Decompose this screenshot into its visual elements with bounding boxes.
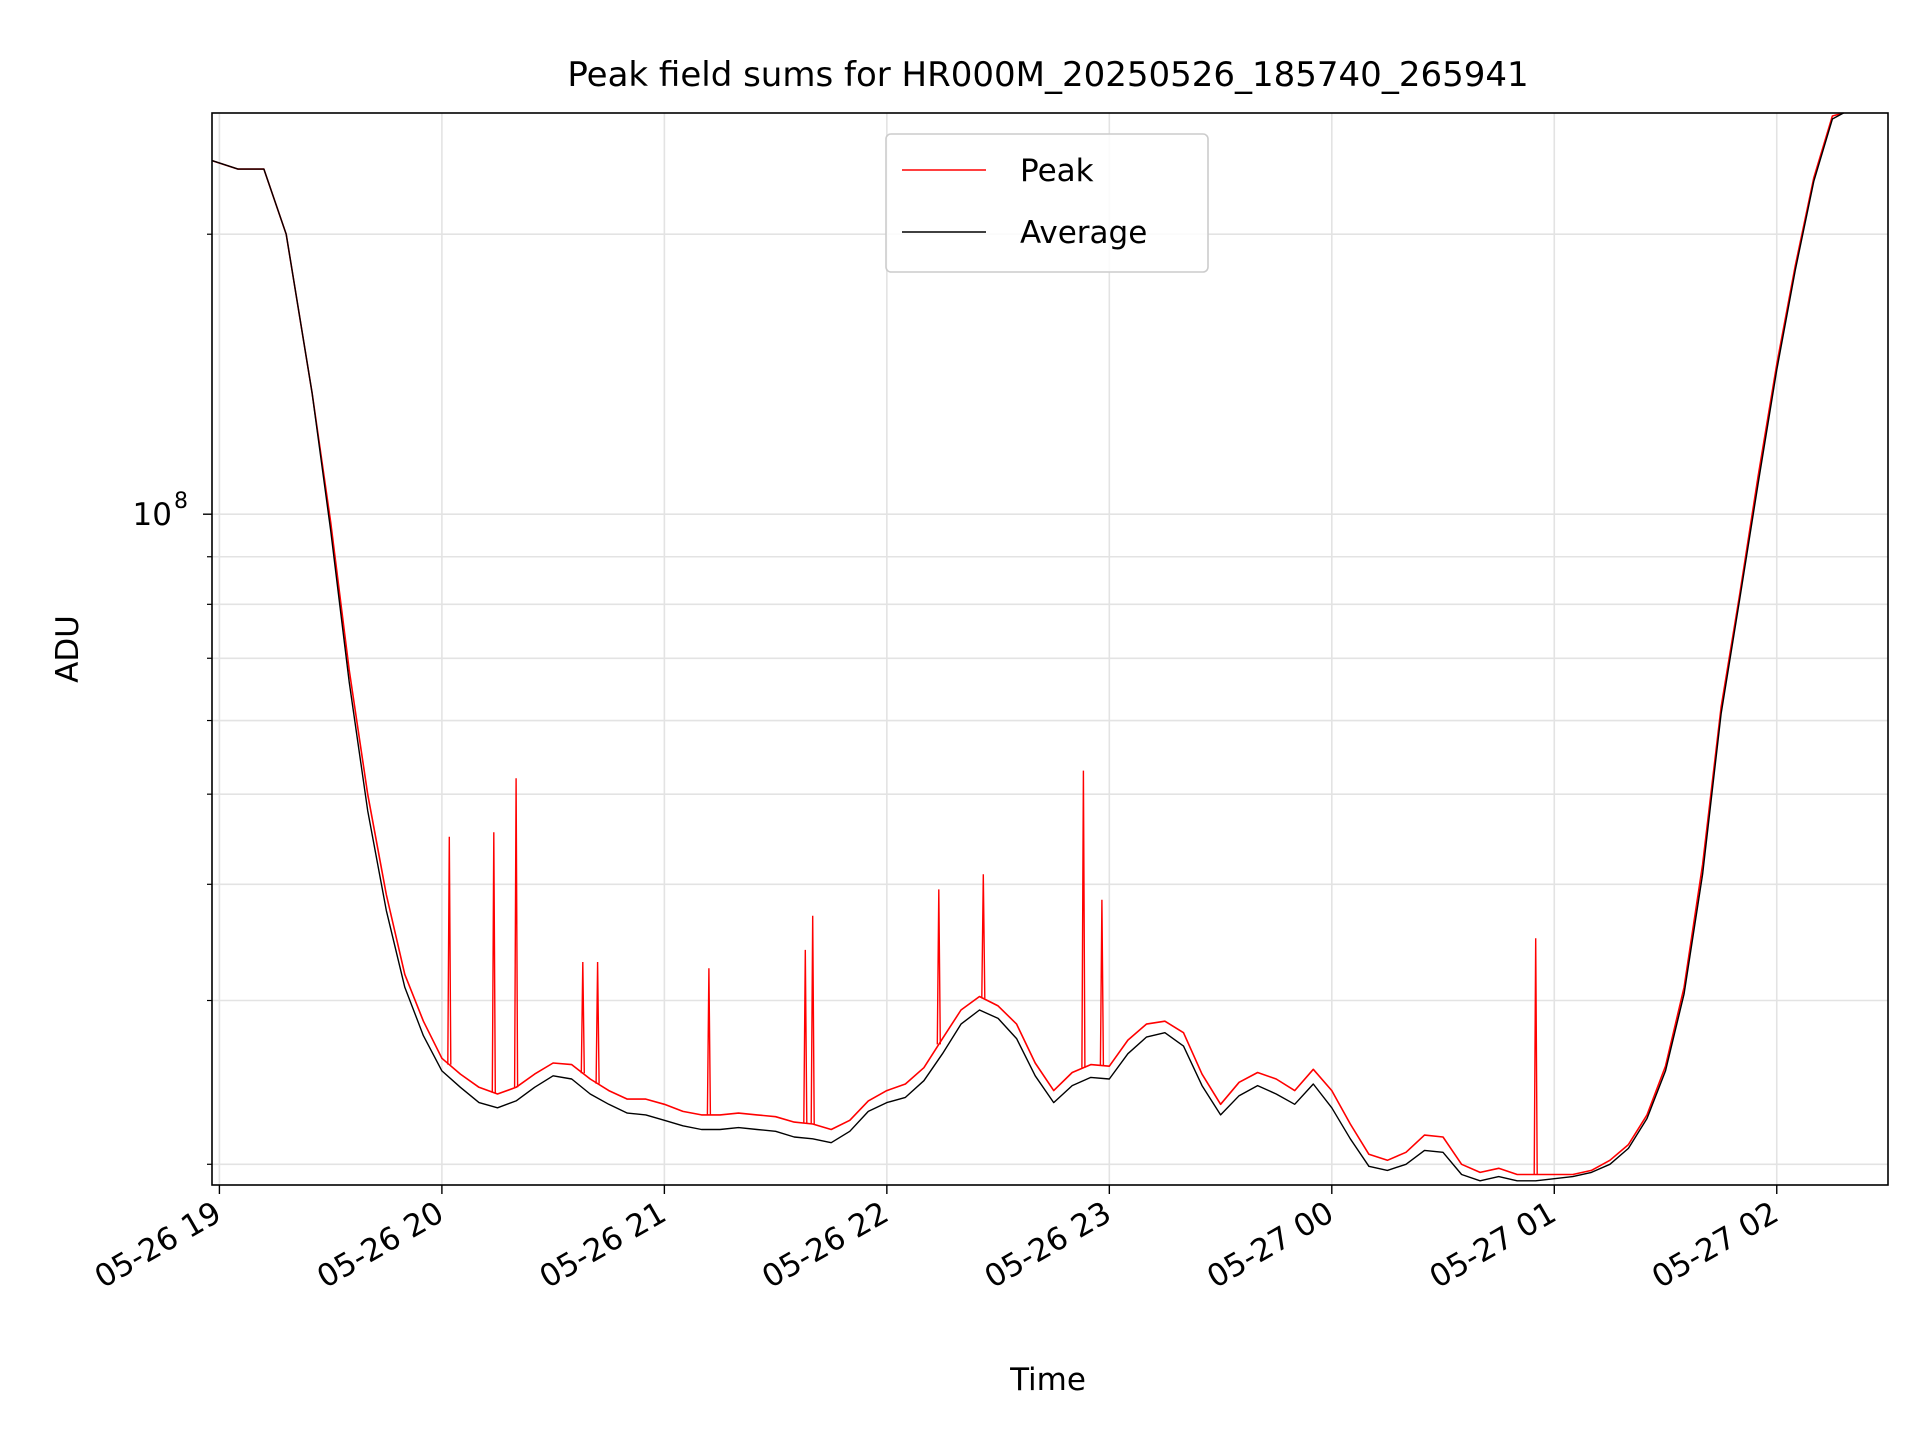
y-tick-label-exponent: 8 — [174, 489, 188, 514]
peak-spike — [936, 889, 941, 1045]
peak-spike — [803, 949, 808, 1124]
legend-label-peak: Peak — [1020, 153, 1094, 189]
peak-spike — [513, 778, 519, 1088]
x-axis-label: Time — [1009, 1362, 1086, 1398]
y-tick-label: 10 — [133, 497, 172, 533]
peak-spike — [810, 915, 815, 1125]
legend-box — [885, 133, 1209, 273]
plot-frame — [211, 112, 1889, 1186]
peak-spike — [491, 832, 496, 1093]
legend-label-average: Average — [1020, 215, 1147, 251]
series-layer — [211, 112, 1844, 1182]
peak-spike — [595, 961, 600, 1084]
series-line-average — [211, 112, 1844, 1182]
series-line-peak — [211, 112, 1844, 1176]
chart-title: Peak field sums for HR000M_20250526_1857… — [567, 55, 1528, 95]
peak-spike — [447, 836, 452, 1065]
peak-spike — [706, 968, 712, 1115]
peak-spike — [580, 961, 585, 1074]
legend: Peak Average — [885, 133, 1209, 273]
peak-spike — [981, 874, 986, 999]
y-axis: 10 8 — [133, 233, 212, 1165]
peak-spike — [1081, 770, 1086, 1068]
peak-spike — [1533, 938, 1538, 1175]
y-axis-label: ADU — [50, 615, 86, 683]
peak-spike — [1099, 899, 1105, 1066]
grid — [212, 113, 1888, 1185]
